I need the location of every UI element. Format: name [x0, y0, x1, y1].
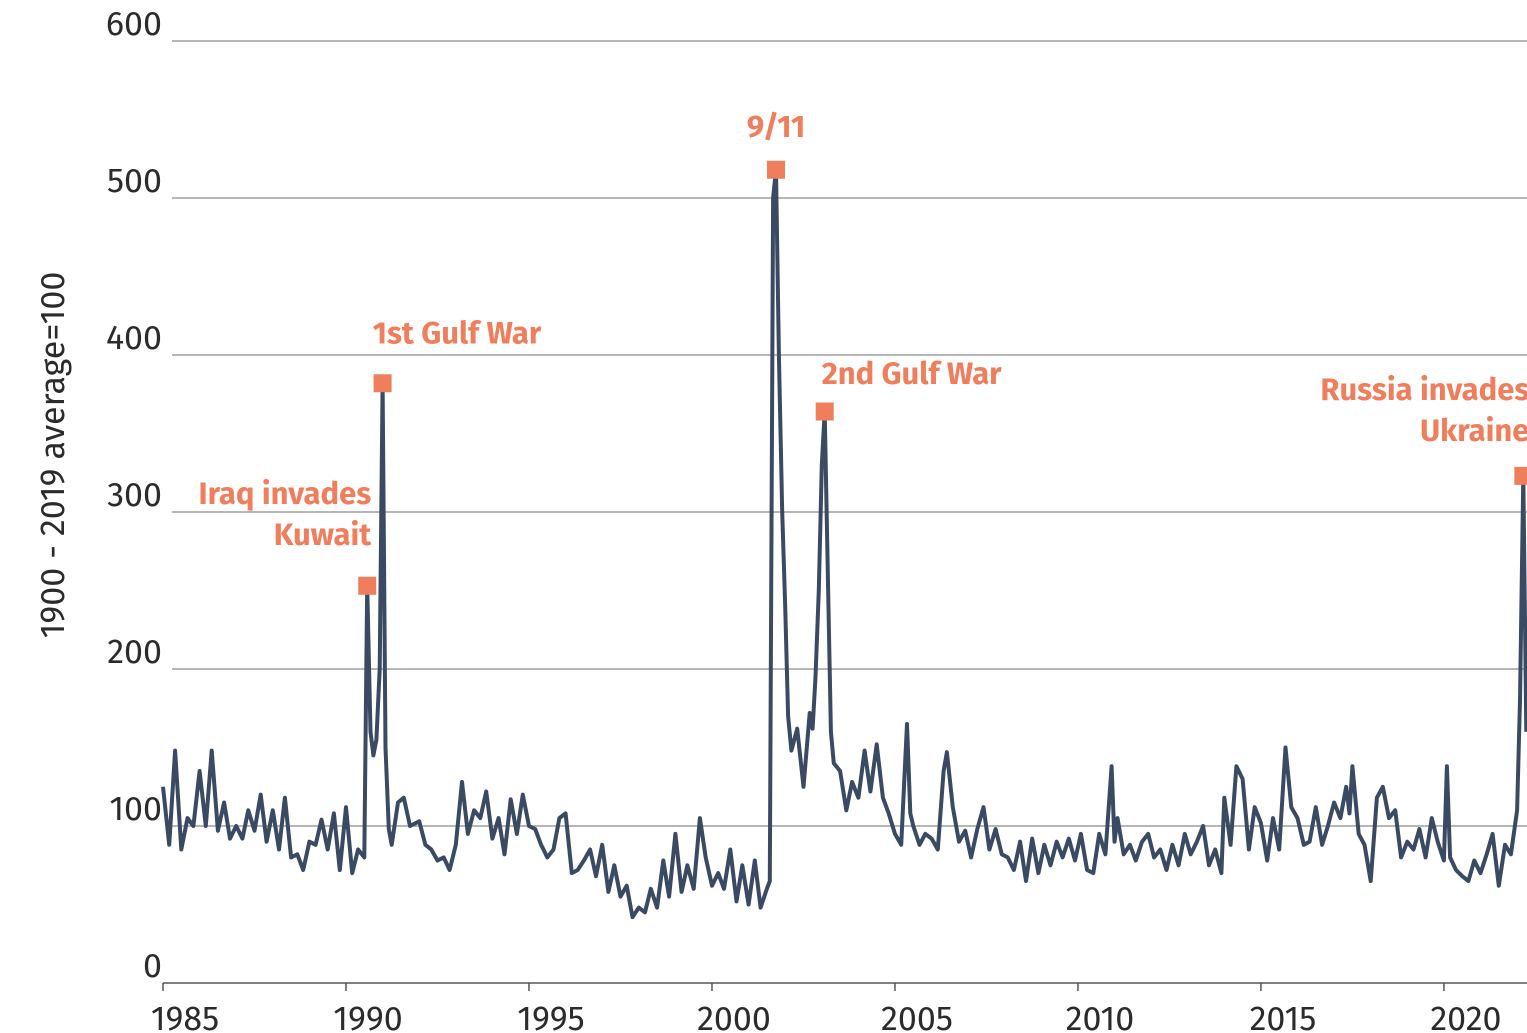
x-tick-label: 2000	[697, 999, 771, 1033]
annotation: Kuwait	[274, 517, 372, 554]
x-tick-label: 2010	[1066, 999, 1135, 1033]
annotation: Russia invades	[1320, 372, 1527, 409]
event-marker	[358, 576, 377, 595]
x-tick-label: 1990	[333, 999, 402, 1033]
event-marker	[373, 374, 392, 393]
x-tick-label: 1985	[151, 999, 219, 1033]
x-tick-label: 2020	[1430, 999, 1501, 1033]
y-axis-label: 1900 - 2019 average=100	[33, 272, 74, 639]
x-tick-label: 2005	[881, 999, 953, 1033]
y-tick-label: 0	[143, 946, 162, 987]
annotation: 2nd Gulf War	[822, 356, 1002, 393]
annotation: Ukraine	[1420, 413, 1527, 450]
event-marker	[815, 402, 834, 421]
annotation: 1st Gulf War	[373, 315, 542, 352]
event-marker	[767, 160, 786, 179]
x-tick-label: 2015	[1250, 999, 1317, 1033]
annotation: 9/11	[747, 109, 806, 146]
y-tick-label: 200	[107, 632, 162, 673]
y-tick-label: 400	[106, 318, 162, 359]
y-tick-label: 300	[107, 475, 162, 516]
x-tick-label: 1995	[517, 999, 584, 1033]
annotation: Iraq invades	[199, 476, 372, 513]
y-tick-label: 500	[107, 161, 162, 202]
series-line	[161, 167, 1527, 920]
y-tick-label: 100	[109, 789, 162, 830]
y-tick-label: 600	[106, 4, 162, 45]
event-marker	[1514, 466, 1527, 485]
